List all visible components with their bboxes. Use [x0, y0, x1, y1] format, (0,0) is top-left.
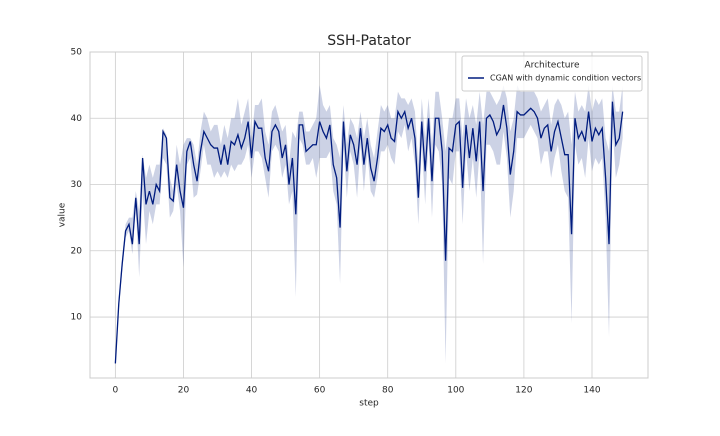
x-axis-label: step	[359, 399, 379, 409]
y-tick-label: 30	[71, 180, 83, 190]
plot	[114, 85, 624, 364]
legend-title: Architecture	[524, 61, 580, 71]
x-tick-label: 20	[178, 386, 190, 396]
x-tick-label: 60	[314, 386, 326, 396]
y-axis-label: value	[58, 202, 68, 227]
confidence-band	[115, 85, 623, 364]
x-tick-label: 100	[447, 386, 464, 396]
x-tick-label: 0	[112, 386, 118, 396]
x-tick-label: 120	[515, 386, 532, 396]
y-tick-label: 10	[71, 313, 83, 323]
x-tick-label: 40	[246, 386, 258, 396]
legend-box	[461, 55, 643, 92]
legend: Architecture CGAN with dynamic condition …	[461, 55, 643, 92]
y-tick-label: 20	[71, 246, 83, 256]
y-tick-label: 40	[71, 114, 83, 124]
grid	[90, 51, 648, 378]
x-tick-label: 80	[382, 386, 394, 396]
line	[114, 101, 624, 364]
plot-frame	[89, 51, 649, 379]
y-tick-label: 50	[71, 48, 83, 58]
x-tick-label: 140	[583, 386, 600, 396]
legend-label: CGAN with dynamic condition vectors	[490, 74, 641, 83]
chart-title: SSH-Patator	[327, 33, 411, 49]
